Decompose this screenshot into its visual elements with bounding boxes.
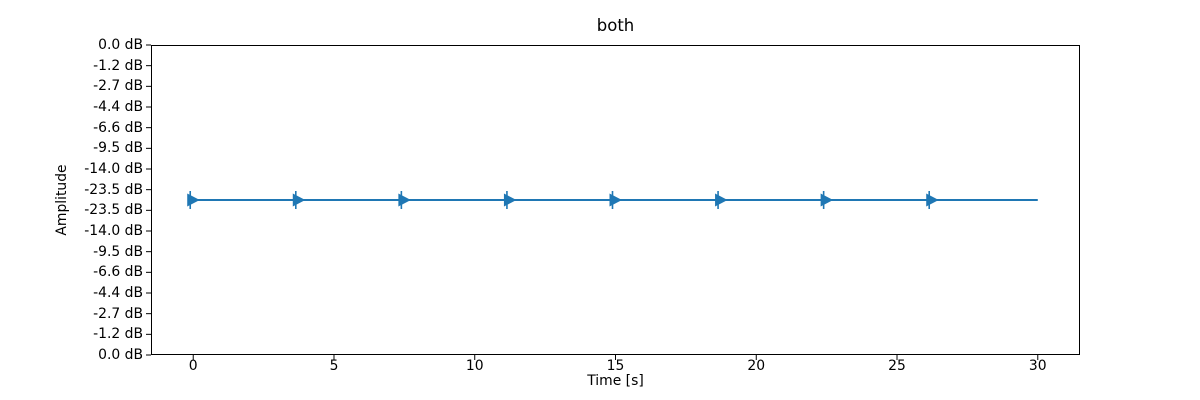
y-tick-label: -4.4 dB: [93, 285, 143, 301]
x-tick-label: 25: [888, 358, 906, 374]
y-tick-label: -2.7 dB: [93, 78, 143, 95]
y-tick-label: -23.5 dB: [84, 181, 143, 198]
x-tick-label: 20: [747, 358, 766, 374]
triangle-right-marker: [820, 193, 834, 207]
x-tick-label: 15: [606, 358, 625, 374]
triangle-right-marker: [187, 193, 200, 207]
y-tick-label: -6.6 dB: [93, 119, 143, 136]
x-tick-label: 0: [188, 358, 198, 374]
triangle-right-marker: [715, 193, 728, 207]
plot-area: [146, 44, 1080, 360]
x-tick-label: 30: [1028, 358, 1047, 374]
y-tick-label: -4.4 dB: [93, 99, 143, 115]
triangle-right-marker: [398, 193, 411, 207]
triangle-right-marker: [609, 193, 622, 207]
y-tick-label: -2.7 dB: [93, 305, 143, 322]
y-tick-label: 0.0 dB: [98, 37, 143, 53]
y-tick-label: 0.0 dB: [98, 347, 143, 363]
triangle-right-marker: [926, 193, 939, 207]
triangle-right-marker: [292, 193, 306, 207]
y-tick-label: -9.5 dB: [93, 140, 143, 157]
chart-title: both: [596, 16, 635, 35]
triangle-right-marker: [503, 193, 517, 207]
y-tick-label: -23.5 dB: [84, 202, 143, 219]
y-tick-label: -9.5 dB: [93, 243, 143, 260]
x-axis-label: Time [s]: [587, 373, 644, 389]
x-tick-label: 10: [465, 358, 484, 374]
y-tick-label: -1.2 dB: [93, 57, 143, 74]
y-tick-label: -14.0 dB: [84, 223, 143, 239]
y-tick-label: -14.0 dB: [84, 161, 143, 177]
y-tick-label: -1.2 dB: [93, 326, 143, 343]
axes-frame: [151, 45, 1080, 355]
x-tick-label: 5: [329, 358, 339, 374]
y-tick-label: -6.6 dB: [93, 264, 143, 281]
